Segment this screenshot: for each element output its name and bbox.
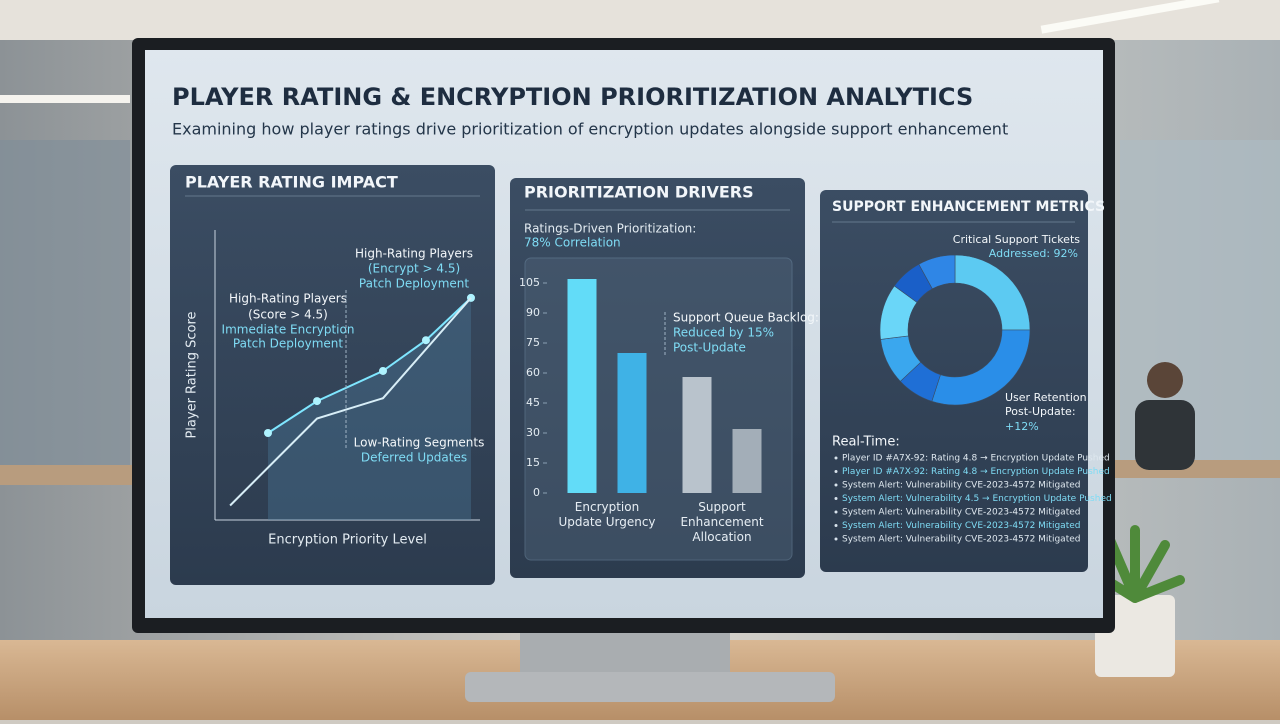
- bullet: [834, 510, 838, 514]
- annotation: Patch Deployment: [359, 277, 469, 291]
- point: [379, 366, 388, 375]
- x-tick-label: Encryption Update Urgency: [558, 500, 656, 529]
- plant: [1093, 525, 1185, 603]
- y-tick-label: 15: [526, 456, 540, 469]
- annotation: (Encrypt > 4.5): [368, 262, 460, 276]
- bar: [617, 353, 647, 493]
- ceiling: [0, 0, 1280, 40]
- panel-title: SUPPORT ENHANCEMENT METRICS: [832, 199, 1105, 215]
- y-tick-label: 105: [519, 276, 540, 289]
- area: [268, 297, 471, 520]
- ceiling-light: [1040, 0, 1220, 34]
- x-axis-label: Encryption Priority Level: [268, 533, 427, 548]
- dashboard-title: PLAYER RATING & ENCRYPTION PRIORITIZATIO…: [172, 83, 973, 111]
- annotation: Patch Deployment: [233, 337, 343, 351]
- panel: [170, 165, 495, 585]
- panel-title: PLAYER RATING IMPACT: [185, 173, 398, 192]
- bar: [732, 429, 762, 493]
- y-tick-label: 90: [526, 306, 540, 319]
- annotation: High-Rating Players: [355, 247, 473, 261]
- annotation: Critical Support Tickets: [953, 233, 1080, 246]
- annotation: +12%: [1005, 420, 1039, 433]
- annotation: (Score > 4.5): [248, 308, 328, 322]
- x-tick-label: Support Enhancement Allocation: [680, 500, 764, 544]
- annotation: Low-Rating Segments: [354, 436, 485, 450]
- annotation: High-Rating Players: [229, 292, 347, 306]
- person: [1147, 362, 1183, 398]
- monitor-base: [465, 672, 835, 702]
- ceiling-light: [0, 95, 130, 103]
- bar: [682, 377, 712, 493]
- annotation: Immediate Encryption: [222, 323, 355, 337]
- bullet: [834, 524, 838, 527]
- person: [1135, 400, 1195, 470]
- feed-item: System Alert: Vulnerability CVE-2023-457…: [842, 481, 1080, 491]
- chart-subtitle: Ratings-Driven Prioritization:: [524, 222, 696, 236]
- y-tick-label: 0: [533, 486, 540, 499]
- x-label-box: Support Enhancement Allocation: [680, 500, 764, 544]
- annotation: Post-Update: [673, 341, 746, 355]
- feed-item: System Alert: Vulnerability CVE-2023-457…: [842, 521, 1080, 531]
- point: [264, 429, 272, 437]
- x-label-box: Encryption Update Urgency: [558, 500, 656, 529]
- feed-item: Player ID #A7X-92: Rating 4.8 → Encrypti…: [842, 454, 1110, 464]
- y-tick-label: 75: [526, 336, 540, 349]
- annotation: User Retention: [1005, 391, 1087, 404]
- y-tick-label: 60: [526, 366, 540, 379]
- dashboard-subtitle: Examining how player ratings drive prior…: [172, 120, 1008, 139]
- bullet: [834, 483, 838, 487]
- bullet: [834, 497, 838, 500]
- annotation: Post-Update:: [1005, 405, 1076, 418]
- back-desk: [0, 465, 140, 485]
- chart-highlight: 78% Correlation: [524, 236, 621, 250]
- y-tick-label: 45: [526, 396, 540, 409]
- feed-item: System Alert: Vulnerability CVE-2023-457…: [842, 508, 1080, 518]
- annotation: Reduced by 15%: [673, 326, 774, 340]
- bullet: [834, 537, 838, 541]
- bullet: [834, 456, 838, 460]
- bar: [567, 279, 597, 493]
- donut-segment: [918, 254, 956, 290]
- annotation: Support Queue Backlog:: [673, 311, 819, 325]
- y-axis-label: Player Rating Score: [185, 311, 200, 438]
- window: [0, 140, 130, 470]
- feed-item: System Alert: Vulnerability 4.5 → Encryp…: [842, 494, 1112, 504]
- point: [421, 336, 430, 345]
- line: [229, 297, 472, 507]
- point: [313, 397, 322, 406]
- bullet: [834, 470, 838, 473]
- feed-item: Player ID #A7X-92: Rating 4.8 → Encrypti…: [842, 467, 1110, 477]
- y-tick-label: 30: [526, 426, 540, 439]
- panel-title: PRIORITIZATION DRIVERS: [524, 183, 754, 202]
- feed-item: System Alert: Vulnerability CVE-2023-457…: [842, 535, 1080, 545]
- annotation: Addressed: 92%: [989, 247, 1078, 260]
- feed-title: Real-Time:: [832, 435, 900, 450]
- annotation: Deferred Updates: [361, 451, 467, 465]
